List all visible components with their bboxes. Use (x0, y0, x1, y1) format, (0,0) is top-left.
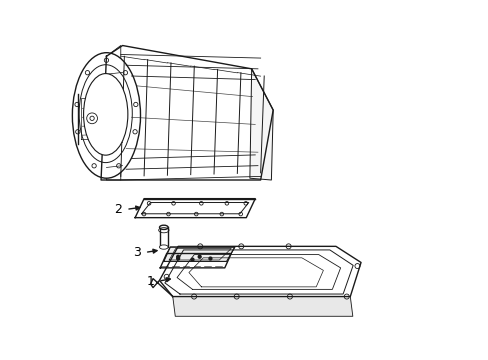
Polygon shape (166, 247, 234, 253)
Circle shape (191, 258, 194, 261)
Polygon shape (135, 199, 255, 218)
Polygon shape (160, 253, 231, 268)
Circle shape (208, 257, 211, 260)
Ellipse shape (72, 53, 140, 178)
Polygon shape (249, 69, 273, 180)
Circle shape (176, 255, 179, 258)
Polygon shape (106, 45, 121, 180)
Polygon shape (163, 247, 234, 261)
Ellipse shape (159, 245, 168, 249)
Text: 1: 1 (146, 275, 154, 288)
Circle shape (198, 255, 201, 258)
Polygon shape (101, 45, 273, 180)
Ellipse shape (83, 73, 127, 155)
Circle shape (176, 257, 179, 260)
Polygon shape (78, 94, 106, 144)
Polygon shape (159, 246, 360, 297)
Text: 3: 3 (132, 246, 140, 259)
Polygon shape (172, 297, 352, 316)
Ellipse shape (159, 225, 168, 229)
Text: 2: 2 (114, 203, 122, 216)
